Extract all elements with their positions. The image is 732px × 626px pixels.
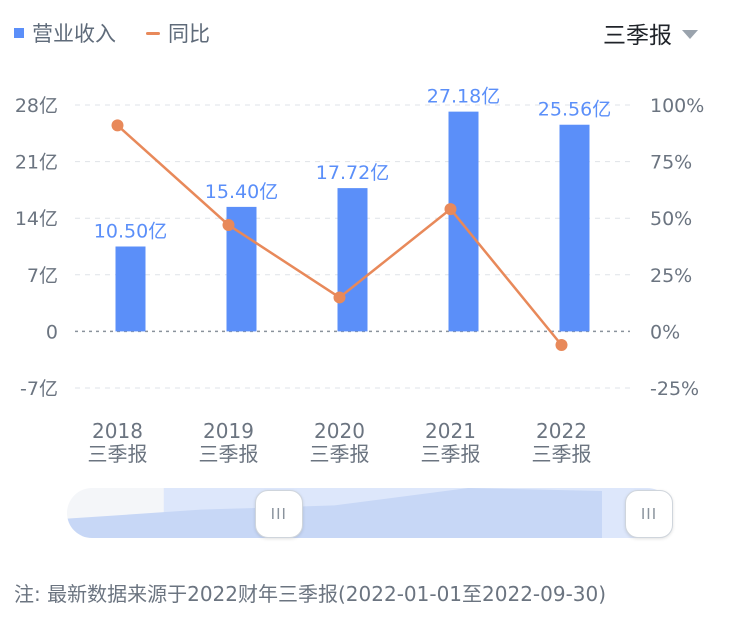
x-tick-label-period: 三季报: [310, 442, 370, 466]
yoy-point: [333, 291, 346, 304]
y-left-tick-label: 21亿: [15, 152, 58, 174]
x-tick-label-period: 三季报: [532, 442, 592, 466]
y-right-tick-label: 0%: [650, 321, 680, 343]
bar-swatch-icon: [14, 28, 24, 38]
bar-data-label: 15.40亿: [205, 181, 278, 203]
x-tick-label-year: 2018: [92, 419, 143, 443]
line-swatch-icon: [146, 31, 160, 35]
y-right-tick-label: 25%: [650, 265, 692, 287]
slider-right-handle[interactable]: III: [625, 490, 673, 538]
period-selector-value: 三季报: [603, 23, 672, 49]
bar-data-label: 10.50亿: [94, 221, 167, 243]
slider-left-handle[interactable]: III: [254, 490, 303, 538]
caret-down-icon: [682, 29, 698, 39]
legend-label-revenue: 营业收入: [32, 22, 116, 46]
yoy-point: [444, 203, 457, 216]
revenue-chart: 28亿 21亿 14亿 7亿 0 -7亿 100% 75% 50% 25% 0% -25% 10.50亿…: [15, 86, 705, 466]
x-tick-label-year: 2019: [203, 419, 254, 443]
bar-data-label: 27.18亿: [427, 86, 500, 108]
x-tick-label-year: 2022: [536, 419, 587, 443]
range-slider[interactable]: III III: [67, 488, 673, 538]
y-left-tick-label: 14亿: [15, 208, 58, 230]
bar: [559, 124, 590, 332]
x-tick-label-period: 三季报: [421, 442, 481, 466]
y-left-tick-label: 28亿: [15, 95, 58, 117]
bar-data-label: 25.56亿: [538, 99, 611, 121]
legend-item-revenue[interactable]: 营业收入: [14, 18, 116, 48]
y-left-tick-label: 0: [46, 321, 58, 343]
yoy-point: [111, 119, 124, 132]
legend-item-yoy[interactable]: 同比: [146, 18, 210, 48]
bar: [337, 188, 368, 332]
bar: [448, 111, 479, 332]
yoy-point: [222, 218, 235, 231]
slider-preview-area: [67, 488, 602, 538]
legend-label-yoy: 同比: [168, 22, 210, 46]
x-tick-label-period: 三季报: [199, 442, 259, 466]
x-tick-label-period: 三季报: [88, 442, 148, 466]
footnote: 注: 最新数据来源于2022财年三季报(2022-01-01至2022-09-3…: [14, 582, 607, 606]
y-right-tick-label: 50%: [650, 208, 692, 230]
period-selector[interactable]: 三季报: [603, 16, 698, 50]
y-right-tick-label: 75%: [650, 152, 692, 174]
legend: 营业收入 同比: [14, 18, 232, 48]
y-left-tick-label: 7亿: [27, 265, 58, 287]
y-left-tick-label: -7亿: [20, 378, 58, 400]
yoy-point: [555, 338, 568, 351]
slider-preview: [67, 488, 672, 538]
x-tick-label-year: 2021: [425, 419, 476, 443]
y-right-tick-label: 100%: [650, 95, 704, 117]
slider-track[interactable]: [67, 488, 672, 538]
bar: [115, 246, 146, 332]
bar-data-label: 17.72亿: [316, 162, 389, 184]
y-right-tick-label: -25%: [650, 378, 699, 400]
x-tick-label-year: 2020: [314, 419, 365, 443]
